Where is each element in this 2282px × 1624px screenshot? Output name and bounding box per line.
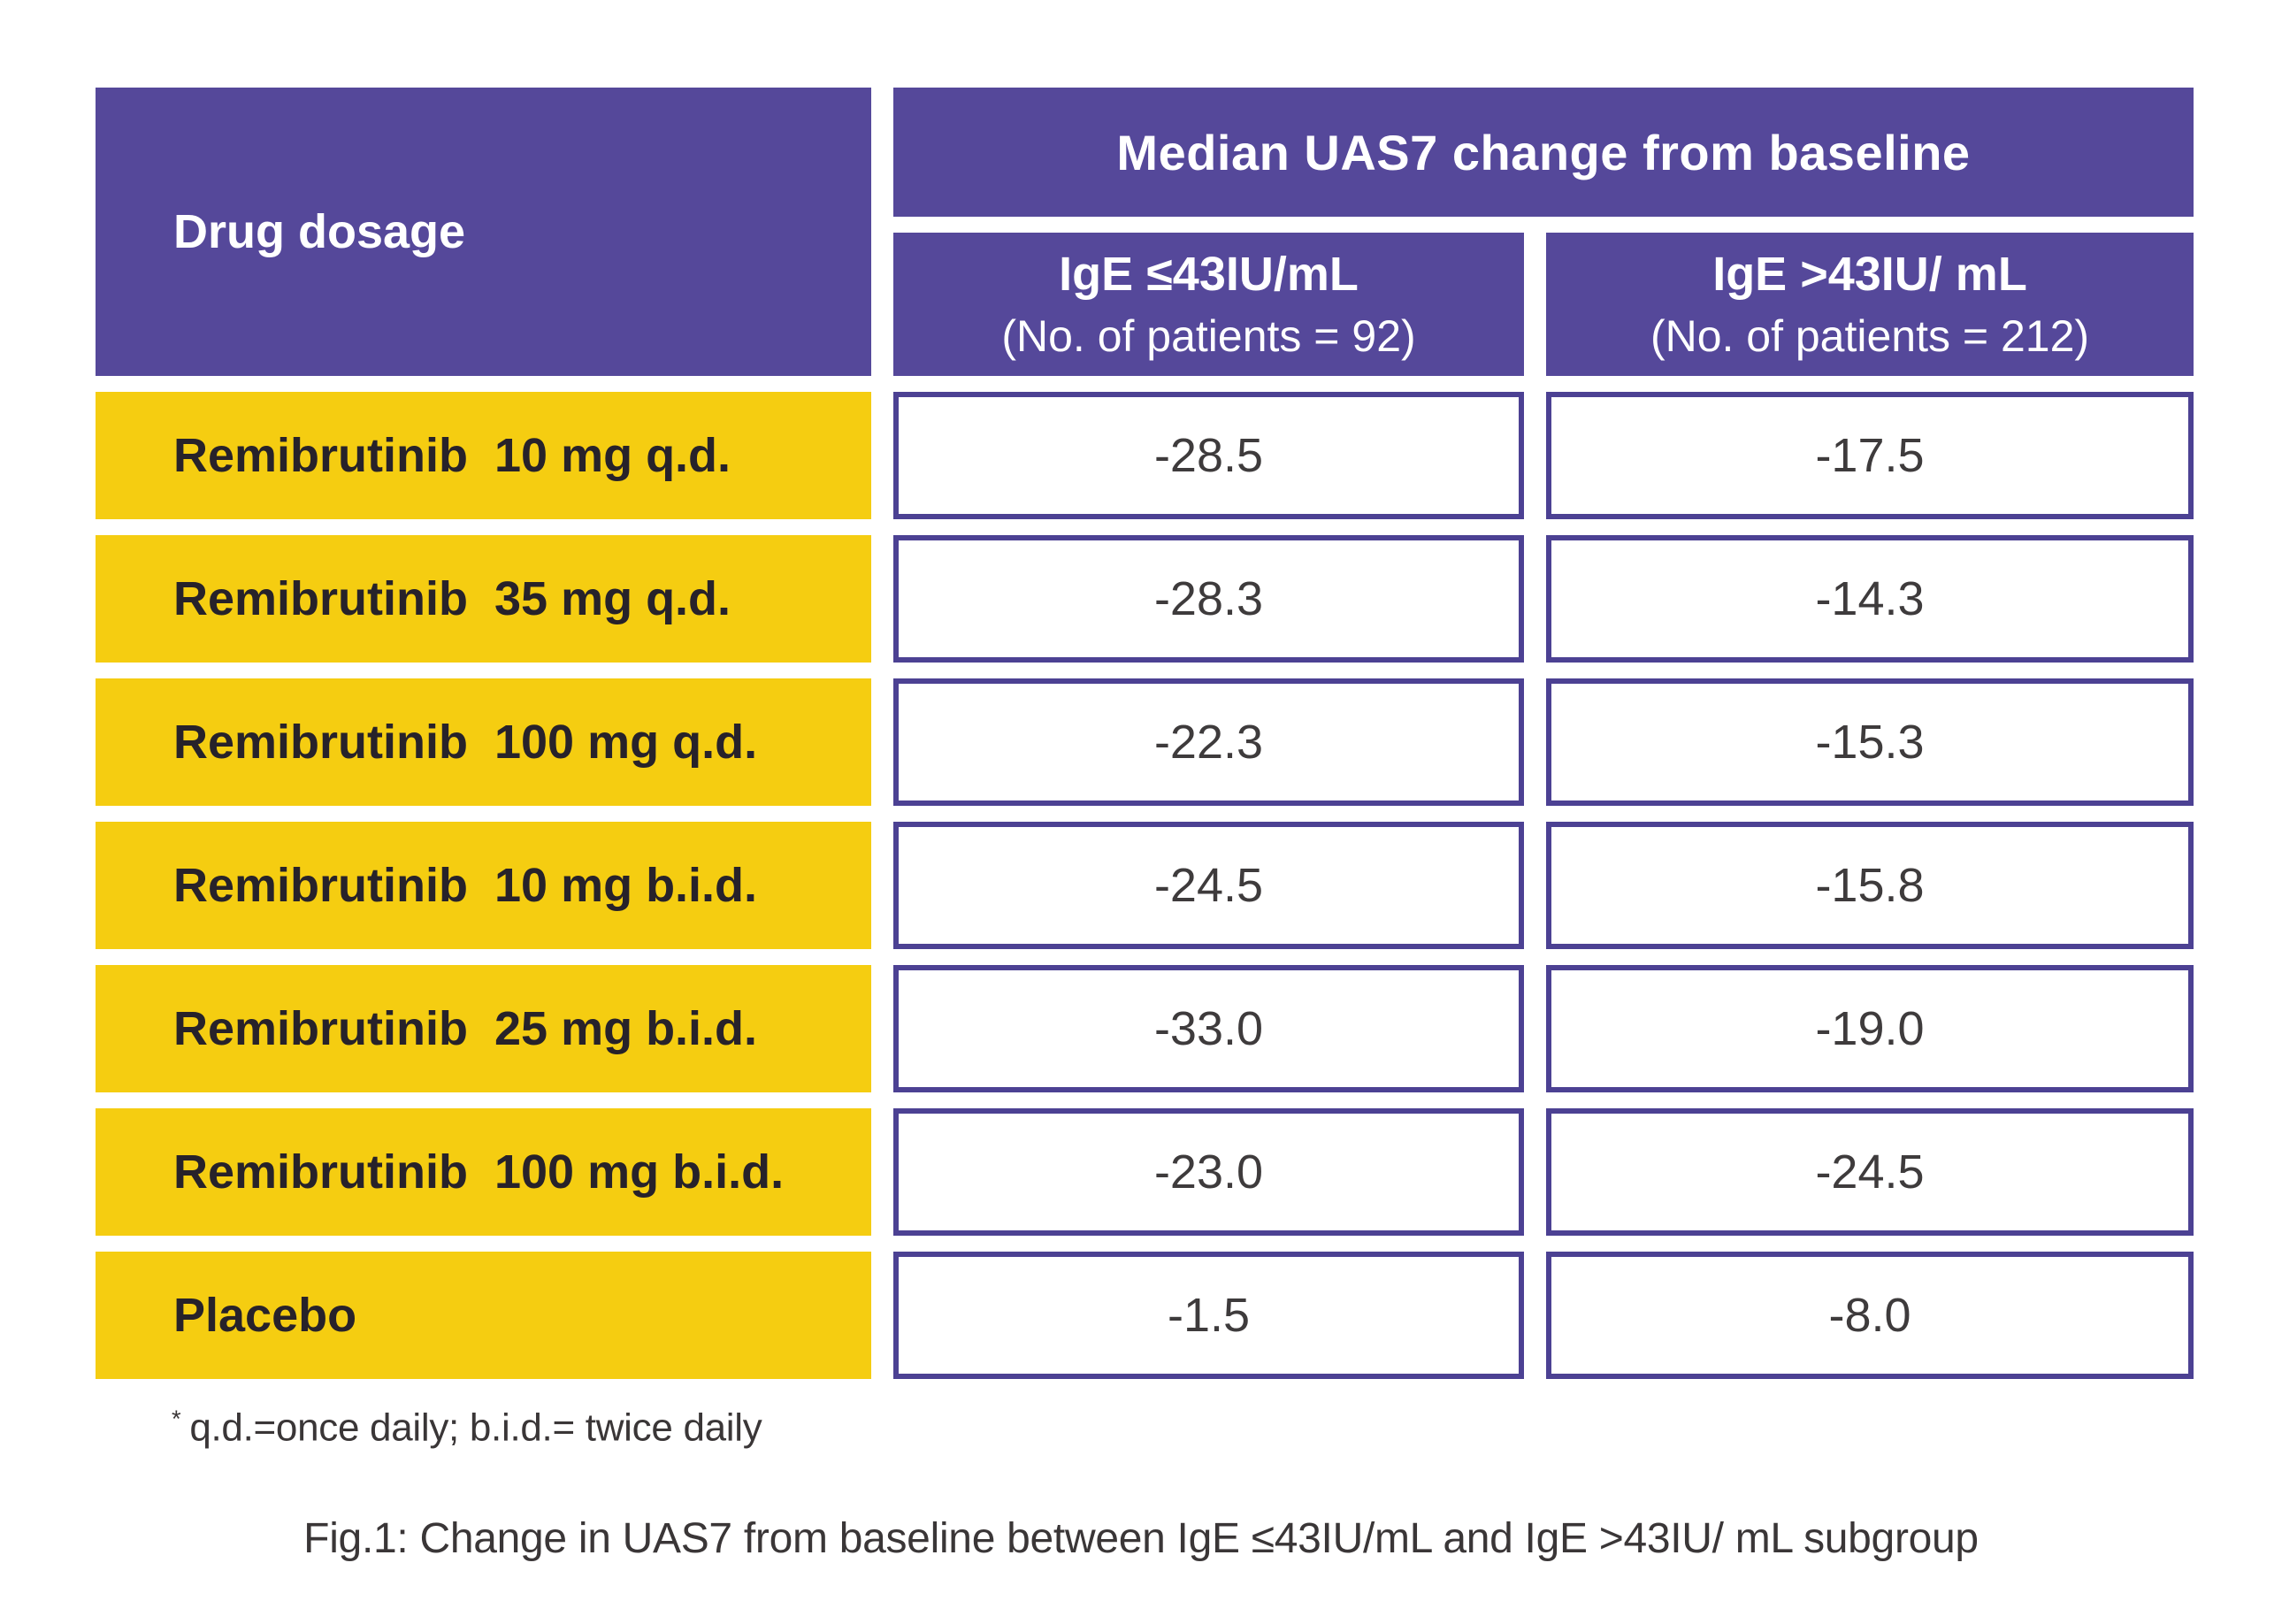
row-label-remibrutinib-100mg-qd: Remibrutinib 100 mg q.d. bbox=[96, 678, 871, 806]
value-cell: -15.3 bbox=[1546, 678, 2194, 806]
row-label-placebo: Placebo bbox=[96, 1252, 871, 1379]
main-header-median-uas7: Median UAS7 change from baseline bbox=[893, 88, 2194, 217]
column-header-drug-dosage: Drug dosage bbox=[96, 88, 871, 376]
footnote-asterisk: * bbox=[172, 1405, 181, 1432]
row-label-remibrutinib-10mg-bid: Remibrutinib 10 mg b.i.d. bbox=[96, 822, 871, 949]
subheader-ige-gt-43-title: IgE >43IU/ mL bbox=[1712, 247, 2027, 301]
value-cell: -8.0 bbox=[1546, 1252, 2194, 1379]
subheader-ige-gt-43: IgE >43IU/ mL (No. of patients = 212) bbox=[1546, 233, 2194, 376]
row-label-remibrutinib-35mg-qd: Remibrutinib 35 mg q.d. bbox=[96, 535, 871, 663]
figure-caption: Fig.1: Change in UAS7 from baseline betw… bbox=[303, 1515, 1979, 1562]
main-header-label: Median UAS7 change from baseline bbox=[1116, 124, 1971, 180]
value-cell: -19.0 bbox=[1546, 965, 2194, 1092]
uas7-results-table: Drug dosage Median UAS7 change from base… bbox=[96, 88, 2194, 1379]
value-cell: -28.3 bbox=[893, 535, 1524, 663]
value-cell: -28.5 bbox=[893, 392, 1524, 519]
subheader-ige-le-43-title: IgE ≤43IU/mL bbox=[1059, 247, 1359, 301]
value-cell: -22.3 bbox=[893, 678, 1524, 806]
row-label-remibrutinib-25mg-bid: Remibrutinib 25 mg b.i.d. bbox=[96, 965, 871, 1092]
subheader-ige-gt-43-patients: (No. of patients = 212) bbox=[1650, 310, 2090, 361]
value-cell: -15.8 bbox=[1546, 822, 2194, 949]
corner-header-label: Drug dosage bbox=[173, 205, 466, 258]
row-label-remibrutinib-10mg-qd: Remibrutinib 10 mg q.d. bbox=[96, 392, 871, 519]
footnote-text: q.d.=once daily; b.i.d.= twice daily bbox=[189, 1406, 762, 1450]
value-cell: -24.5 bbox=[893, 822, 1524, 949]
value-cell: -17.5 bbox=[1546, 392, 2194, 519]
value-cell: -33.0 bbox=[893, 965, 1524, 1092]
value-cell: -23.0 bbox=[893, 1108, 1524, 1236]
value-cell: -14.3 bbox=[1546, 535, 2194, 663]
subheader-ige-le-43-patients: (No. of patients = 92) bbox=[1001, 310, 1416, 361]
subheader-ige-le-43: IgE ≤43IU/mL (No. of patients = 92) bbox=[893, 233, 1524, 376]
value-cell: -1.5 bbox=[893, 1252, 1524, 1379]
value-cell: -24.5 bbox=[1546, 1108, 2194, 1236]
footnote: * q.d.=once daily; b.i.d.= twice daily bbox=[172, 1405, 762, 1451]
row-label-remibrutinib-100mg-bid: Remibrutinib 100 mg b.i.d. bbox=[96, 1108, 871, 1236]
